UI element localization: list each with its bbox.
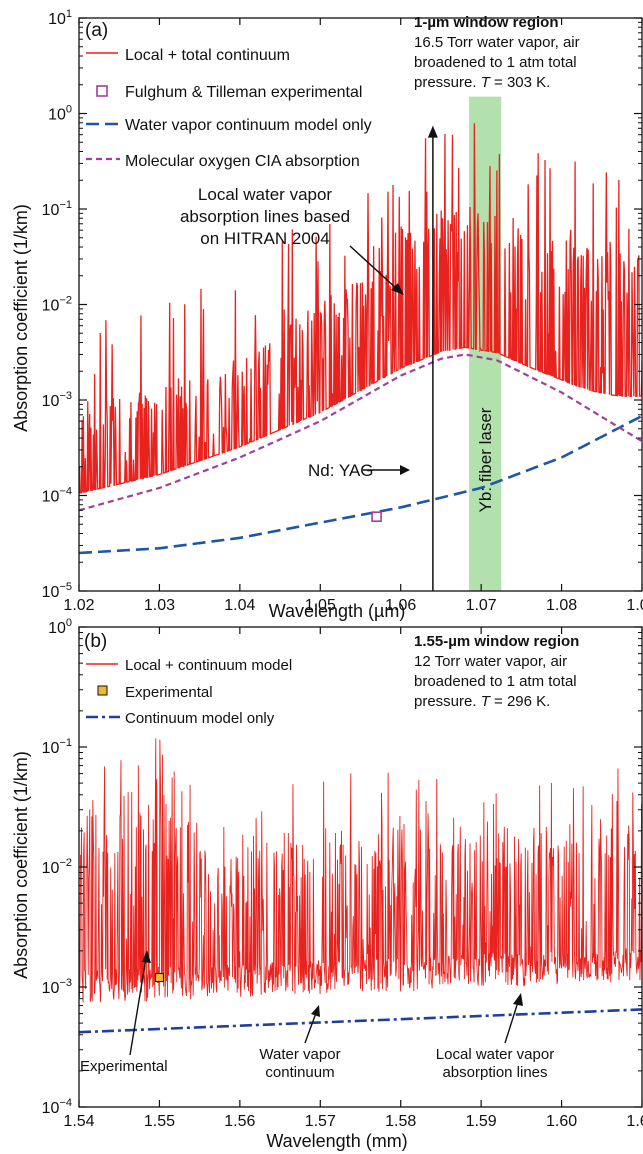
panel-a-y-axis: 101 100 10−1 10−2 10−3 10−4 10−5 (42, 8, 642, 601)
panel-b-y-tick-label: 100 (48, 617, 72, 637)
legend-label-continuum-only: Continuum model only (125, 710, 275, 727)
panel-a-x-tick-label: 1.05 (305, 597, 336, 614)
panel-b-y-label: Absorption coefficient (1/km) (11, 751, 31, 979)
panel-b-local-continuum-line (79, 738, 642, 1003)
annotation-experimental-label: Experimental (80, 1058, 168, 1075)
panel-b-x-tick-label: 1.59 (466, 1113, 497, 1130)
panel-b-y-tick-label: 10−2 (42, 857, 72, 877)
panel-b-x-tick-label: 1.61 (626, 1113, 643, 1130)
legend-label-fulghum: Fulghum & Tilleman experimental (125, 84, 362, 101)
annotation-experimental-arrow (129, 957, 147, 1056)
panel-b-condition-text: 1.55-µm window region 12 Torr water vapo… (414, 633, 579, 710)
panel-b-x-tick-label: 1.57 (305, 1113, 336, 1130)
panel-a-y-tick-label: 10−5 (42, 581, 72, 601)
annotation-local-lines-b: Local water vapor absorption lines (436, 993, 554, 1081)
panel-a-legend: Local + total continuum Fulghum & Tillem… (86, 47, 372, 170)
yb-fiber-laser-label: Yb: fiber laser (476, 407, 495, 512)
legend-label-experimental: Experimental (125, 684, 213, 701)
panel-a-local-total-line (79, 123, 642, 494)
panel-b-x-tick-label: 1.55 (144, 1113, 175, 1130)
annotation-local-lines-3: on HITRAN 2004 (200, 229, 329, 248)
panel-a-chart: 1.021.031.041.051.061.071.081.09 1011001… (11, 8, 643, 621)
panel-b-y-tick-label: 10−3 (42, 977, 72, 997)
panel-b-spectrum-line (79, 738, 642, 1003)
panel-b-x-tick-label: 1.60 (546, 1113, 577, 1130)
legend-label-local-total: Local + total continuum (125, 47, 290, 64)
panel-a-y-tick-label: 10−4 (42, 486, 72, 506)
annotation-local-lines-arrowhead (391, 283, 404, 295)
panel-a-x-label: Wavelength (µm) (269, 601, 406, 621)
panel-a-y-tick-label: 10−1 (42, 199, 72, 219)
panel-a-y-tick-label: 10−2 (42, 295, 72, 315)
panel-a-x-axis: 1.02 1.03 1.04 1.05 1.06 1.07 1.08 1.09 (63, 18, 643, 614)
panel-b-y-tick-label: 10−1 (42, 737, 72, 757)
panel-b-continuum-curve (79, 1008, 642, 1034)
panel-b-legend: Local + continuum model Experimental Con… (86, 657, 292, 727)
panel-a-y-tick-label: 101 (48, 8, 72, 28)
annotation-local-lines-b-arrowhead (513, 993, 523, 1006)
condition-line-1: 16.5 Torr water vapor, air (414, 34, 580, 51)
annotation-experimental-arrowhead (142, 950, 151, 963)
panel-a-x-tick-label: 1.06 (385, 597, 416, 614)
annotation-local-lines-arrow (349, 245, 398, 290)
panel-a-x-tick-label: 1.04 (224, 597, 255, 614)
panel-a-x-tick-label: 1.07 (466, 597, 497, 614)
annotation-local-lines: Local water vapor absorption lines based… (180, 185, 404, 295)
panel-a-condition-text: 1-µm window region 16.5 Torr water vapor… (414, 14, 580, 91)
panel-a-x-tick-label: 1.02 (63, 597, 94, 614)
annotation-local-lines-2: absorption lines based (180, 207, 350, 226)
annotation-experimental: Experimental (80, 950, 168, 1075)
annotation-water-continuum-2: continuum (265, 1064, 334, 1081)
panel-b-y-tick-label: 10−4 (42, 1097, 72, 1117)
panel-a-y-label: Absorption coefficient (1/km) (11, 204, 31, 432)
panel-a-y-tick-label: 100 (48, 104, 72, 124)
panel-b-x-label: Wavelength (mm) (266, 1131, 407, 1151)
annotation-local-lines-b-2: absorption lines (442, 1064, 547, 1081)
legend-swatch-fulghum (96, 85, 108, 97)
panel-b-chart: 1.54 1.55 1.56 1.57 1.58 1.59 1.60 1.61 100 10−1… (11, 617, 643, 1151)
annotation-local-lines-b-1: Local water vapor (436, 1046, 554, 1063)
annotation-water-continuum-arrowhead (311, 1005, 320, 1017)
condition-b-line-1: 12 Torr water vapor, air (414, 653, 567, 670)
annotation-local-lines-b-arrow (504, 1001, 519, 1044)
panel-b-experimental-point (154, 972, 164, 982)
annotation-local-lines-1: Local water vapor (198, 185, 333, 204)
panel-a-experimental-point (371, 511, 382, 522)
panel-b-x-tick-label: 1.58 (385, 1113, 416, 1130)
panel-a-continuum-curve (79, 414, 642, 555)
annotation-water-continuum-arrow (304, 1012, 317, 1044)
condition-b-title: 1.55-µm window region (414, 633, 579, 650)
panel-a-y-tick-label: 10−3 (42, 390, 72, 410)
nd-yag-arrowhead (427, 125, 438, 138)
panel-a-label: (a) (85, 20, 108, 41)
panel-a-x-tick-label: 1.09 (626, 597, 643, 614)
legend-label-water-continuum: Water vapor continuum model only (125, 117, 372, 134)
condition-b-line-2: broadened to 1 atm total (414, 673, 577, 690)
panel-b-x-tick-label: 1.54 (63, 1113, 94, 1130)
nd-yag-label-arrowhead (400, 465, 410, 475)
annotation-water-continuum: Water vapor continuum (259, 1005, 341, 1081)
panel-a-spectrum-lines (79, 123, 642, 494)
panel-a-oxygen-cia-curve (79, 353, 642, 512)
condition-line-2: broadened to 1 atm total (414, 54, 577, 71)
legend-label-local-continuum: Local + continuum model (125, 657, 292, 674)
condition-line-3: pressure. T = 303 K. (414, 74, 550, 91)
panel-b-x-tick-label: 1.56 (224, 1113, 255, 1130)
condition-b-line-3: pressure. T = 296 K. (414, 693, 550, 710)
legend-label-oxygen-cia: Molecular oxygen CIA absorption (125, 153, 360, 170)
nd-yag-label: Nd: YAG (308, 461, 374, 480)
condition-title: 1-µm window region (414, 14, 558, 31)
legend-swatch-experimental (97, 685, 108, 696)
annotation-water-continuum-1: Water vapor (259, 1046, 340, 1063)
panel-b-label: (b) (84, 631, 107, 652)
panel-a-x-tick-label: 1.03 (144, 597, 175, 614)
panel-a-x-tick-label: 1.08 (546, 597, 577, 614)
panel-b-y-axis: 100 10−1 10−2 10−3 10−4 (42, 617, 642, 1117)
panel-b-x-axis: 1.54 1.55 1.56 1.57 1.58 1.59 1.60 1.61 (63, 627, 643, 1130)
